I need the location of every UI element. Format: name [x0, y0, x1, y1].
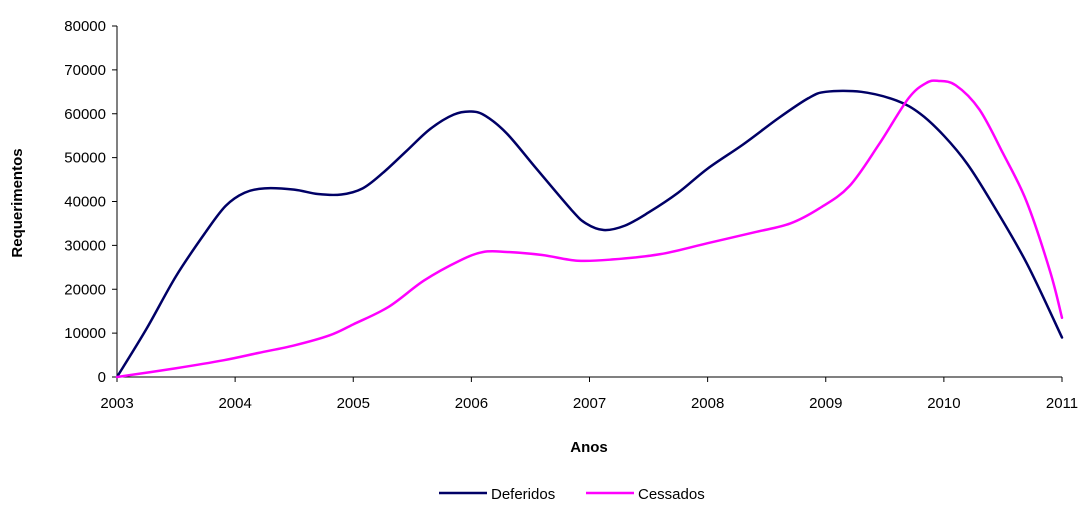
- x-tick-label: 2009: [809, 395, 842, 412]
- series-line-deferidos: [115, 89, 1064, 379]
- y-tick-label: 40000: [64, 194, 106, 211]
- legend-label: Cessados: [638, 486, 705, 503]
- x-tick-label: 2007: [573, 395, 606, 412]
- y-tick-label: 50000: [64, 150, 106, 167]
- x-tick-label: 2004: [218, 395, 251, 412]
- x-tick-label: 2010: [927, 395, 960, 412]
- x-tick-label: 2006: [455, 395, 488, 412]
- y-tick-label: 20000: [64, 281, 106, 298]
- legend-item-cessados: Cessados: [586, 486, 705, 503]
- x-ticks: 2003 2004 2005 2006 2007 2008 2009 2010 2011: [100, 377, 1078, 412]
- legend-item-deferidos: Deferidos: [439, 486, 555, 503]
- y-tick-label: 60000: [64, 106, 106, 123]
- x-axis-title: Anos: [570, 439, 608, 456]
- y-tick-label: 10000: [64, 325, 106, 342]
- y-ticks: 0 10000 20000 30000 40000 50000 60000 70000 8000…: [64, 18, 117, 386]
- legend-label: Deferidos: [491, 486, 555, 503]
- x-tick-label: 2005: [337, 395, 370, 412]
- plot-area: 0 10000 20000 30000 40000 50000 60000 70000 8000…: [64, 18, 1078, 412]
- x-tick-label: 2011: [1046, 395, 1078, 412]
- x-tick-label: 2003: [100, 395, 133, 412]
- legend: Deferidos Cessados: [439, 486, 705, 503]
- y-tick-label: 80000: [64, 18, 106, 35]
- y-tick-label: 70000: [64, 62, 106, 79]
- y-tick-label: 0: [98, 369, 106, 386]
- y-tick-label: 30000: [64, 237, 106, 254]
- series-group: [115, 79, 1064, 379]
- series-line-cessados: [115, 79, 1064, 379]
- x-tick-label: 2008: [691, 395, 724, 412]
- y-axis-title: Requerimentos: [9, 148, 26, 257]
